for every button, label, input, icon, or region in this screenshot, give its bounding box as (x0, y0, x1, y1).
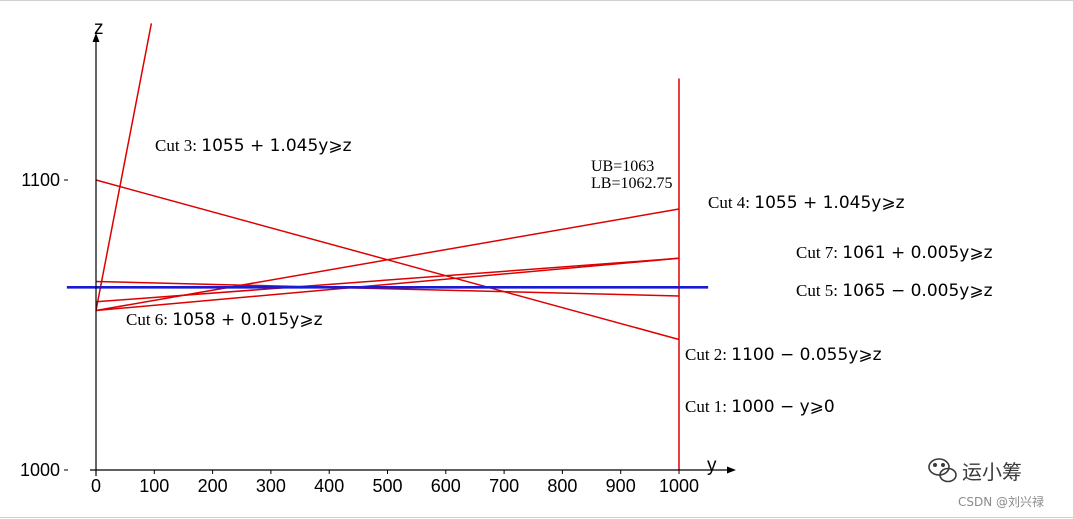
upper-bound-label: UB=1063 (591, 158, 654, 175)
csdn-credit: CSDN @刘兴禄 (958, 494, 1044, 509)
x-tick-label: 700 (489, 476, 519, 496)
cut-5-prefix: Cut 5: (796, 281, 842, 300)
cut-1-prefix: Cut 1: (685, 397, 731, 416)
cut-3-prefix: Cut 3: (155, 136, 201, 155)
x-axis-arrow-icon (727, 466, 736, 474)
cut-2-formula: 1100 − 0.055y⩾z (731, 345, 881, 365)
axes: y z (90, 18, 736, 476)
x-tick-label: 500 (372, 476, 402, 496)
y-tick-label: 1100 (21, 170, 60, 190)
y-axis-arrow-icon (92, 33, 100, 42)
x-tick-label: 0 (91, 476, 101, 496)
wechat-logo-icon (928, 458, 957, 483)
cut-2-label: Cut 2: 1100 − 0.055y⩾z (685, 345, 882, 365)
x-tick-label: 400 (314, 476, 344, 496)
y-tick-label: 1000 (20, 460, 60, 480)
cut-1-label: Cut 1: 1000 − y⩾0 (685, 397, 835, 417)
cut-5-formula: 1065 − 0.005y⩾z (842, 281, 992, 301)
x-tick-label: 1000 (659, 476, 699, 496)
x-tick-label: 600 (431, 476, 461, 496)
x-tick-label: 100 (139, 476, 169, 496)
cut-5-label: Cut 5: 1065 − 0.005y⩾z (796, 281, 993, 301)
series-line-3 (95, 23, 153, 311)
cut-2-prefix: Cut 2: (685, 345, 731, 364)
cut-6-label: Cut 6: 1058 + 0.015y⩾z (126, 310, 323, 330)
y-tick-labels: 1000 1100 (20, 170, 68, 480)
cut-6-formula: 1058 + 0.015y⩾z (172, 310, 322, 330)
series-line-4 (95, 208, 680, 312)
cut-7-label: Cut 7: 1061 + 0.005y⩾z (796, 243, 993, 263)
cut-1-formula: 1000 − y⩾0 (731, 397, 834, 417)
y-axis-label: z (94, 18, 104, 39)
watermark: 运小筹 CSDN @刘兴禄 (928, 458, 1044, 509)
cut-3-formula: 1055 + 1.045y⩾z (201, 136, 351, 156)
series-line-7 (95, 257, 680, 312)
series-lines (66, 23, 709, 470)
cut-4-prefix: Cut 4: (708, 193, 754, 212)
watermark-brand: 运小筹 (962, 460, 1022, 484)
series-line-6 (95, 257, 680, 303)
x-tick-label: 300 (256, 476, 286, 496)
x-tick-label: 900 (606, 476, 636, 496)
x-axis-label: y (707, 455, 717, 476)
cut-3-label: Cut 3: 1055 + 1.045y⩾z (155, 136, 352, 156)
cut-4-label: Cut 4: 1055 + 1.045y⩾z (708, 193, 905, 213)
series-line-5 (95, 280, 680, 297)
cut-6-prefix: Cut 6: (126, 310, 172, 329)
cut-7-formula: 1061 + 0.005y⩾z (842, 243, 992, 263)
x-tick-label: 800 (547, 476, 577, 496)
cut-7-prefix: Cut 7: (796, 243, 842, 262)
cut-4-formula: 1055 + 1.045y⩾z (754, 193, 904, 213)
lower-bound-label: LB=1062.75 (591, 175, 672, 192)
x-tick-label: 200 (198, 476, 228, 496)
x-tick-labels: 0 100 200 300 400 500 600 700 800 900 1000 (91, 470, 699, 496)
